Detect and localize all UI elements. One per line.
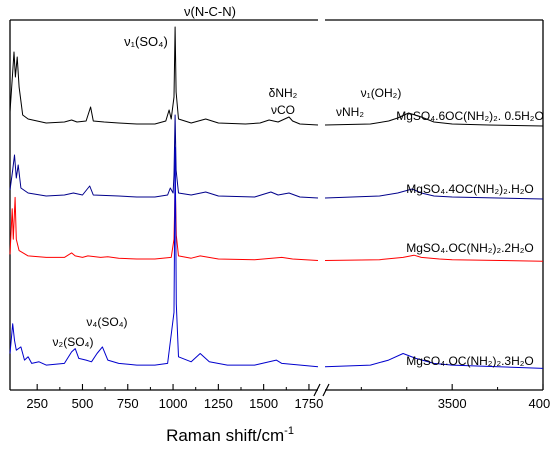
series-line-right-0 <box>324 112 544 127</box>
annotation-delta-nh2: δNH₂ <box>269 86 298 100</box>
annotation-nu-nh2: νNH₂ <box>336 105 364 119</box>
series-labels: MgSO₄.6OC(NH₂)₂. 0.5H₂O MgSO₄.4OC(NH₂)₂.H… <box>396 109 544 368</box>
right-tick-label-0: 3500 <box>438 396 467 411</box>
right-tick-label-1: 4000 <box>529 396 550 411</box>
annotation-nu-co: νCO <box>271 103 295 117</box>
left-tick-label-2: 750 <box>117 396 139 411</box>
series-label-0: MgSO₄.6OC(NH₂)₂. 0.5H₂O <box>396 109 544 123</box>
series-line-left-3 <box>9 146 319 368</box>
annotation-nu2-so4: ν₂(SO₄) <box>53 335 94 349</box>
series-line-left-0 <box>9 26 319 126</box>
series-line-left-1 <box>9 114 319 199</box>
left-tick-label-6: 1750 <box>294 396 323 411</box>
series-label-1: MgSO₄.4OC(NH₂)₂.H₂O <box>406 182 534 196</box>
axis-break-mark-right <box>322 383 330 397</box>
x-axis-label: Raman shift/cm-1 <box>166 425 294 445</box>
spectra-series <box>9 26 544 369</box>
left-tick-label-1: 500 <box>72 396 94 411</box>
left-tick-label-4: 1250 <box>204 396 233 411</box>
x-axis-label-text: Raman shift/cm <box>166 426 284 445</box>
annotation-nu1-oh2: ν₁(OH₂) <box>361 86 402 100</box>
series-line-left-2 <box>9 181 319 261</box>
annotation-nu-ncn: ν(N-C-N) <box>184 4 236 19</box>
left-tick-label-5: 1500 <box>249 396 278 411</box>
x-ticks: 250 500 750 1000 1250 1500 1750 3500 4000 <box>26 384 550 411</box>
annotation-nu4-so4: ν₄(SO₄) <box>86 315 127 329</box>
series-label-2: MgSO₄.OC(NH₂)₂.2H₂O <box>406 241 534 255</box>
axis-break-mark-left <box>313 383 321 397</box>
annotation-nu1-so4: ν₁(SO₄) <box>124 34 168 49</box>
x-axis-label-sup: -1 <box>284 425 294 437</box>
peak-annotations: ν(N-C-N) ν₁(SO₄) δNH₂ νCO ν₁(OH₂) νNH₂ ν₄(SO₄)… <box>53 4 402 349</box>
series-line-right-3 <box>324 353 544 369</box>
series-line-right-1 <box>324 188 544 200</box>
series-label-3: MgSO₄.OC(NH₂)₂.3H₂O <box>406 354 534 368</box>
left-tick-label-3: 1000 <box>159 396 188 411</box>
series-line-right-2 <box>324 254 544 262</box>
left-tick-label-0: 250 <box>26 396 48 411</box>
